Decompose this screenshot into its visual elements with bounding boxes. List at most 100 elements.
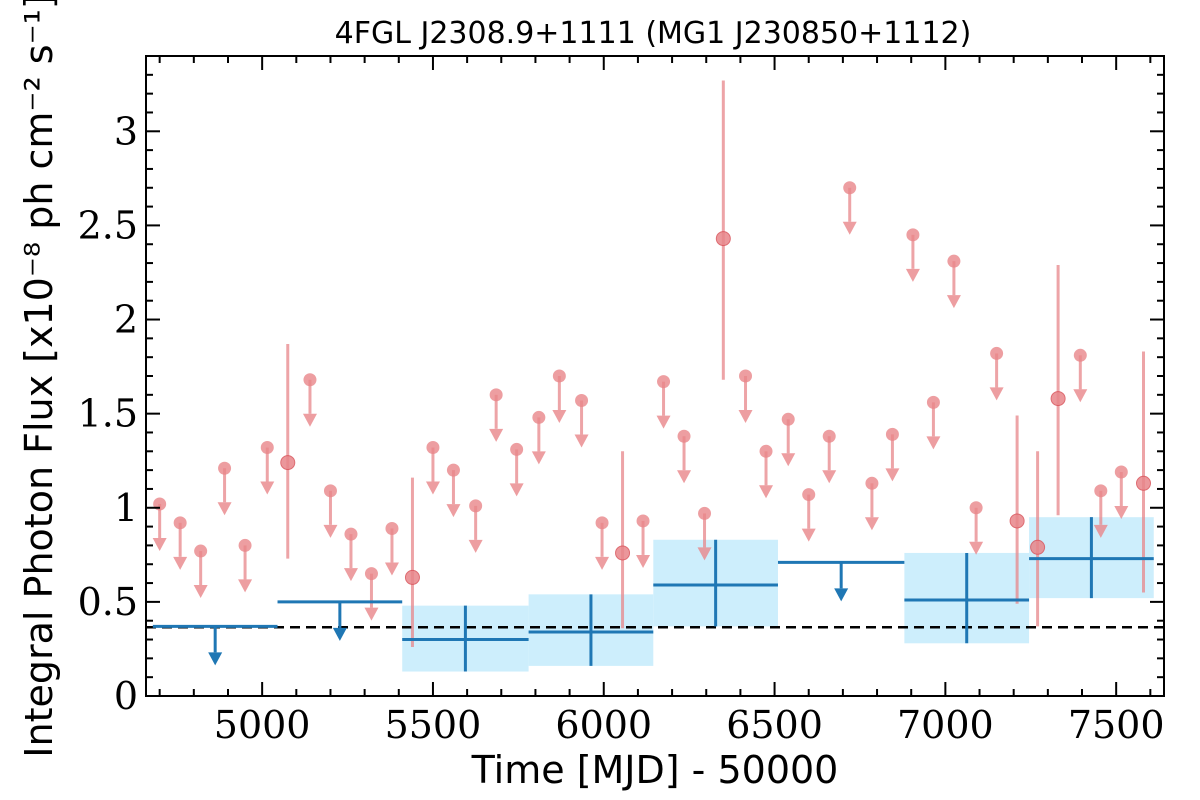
y-tick-label: 1 (114, 486, 138, 530)
short-bin-ul-arrow (468, 539, 483, 553)
short-bin-ul-point (885, 427, 899, 441)
x-axis-label: Time [MJD] - 50000 (471, 748, 839, 792)
short-bin-ul-point (364, 567, 378, 581)
short-bin-ul-point (636, 514, 650, 528)
short-bin-ul-point (446, 463, 460, 477)
y-tick-label: 0.5 (78, 580, 138, 624)
short-bin-point (280, 455, 296, 471)
short-bin-ul-point (469, 499, 483, 513)
short-bin-ul-point (990, 346, 1004, 360)
short-bin-ul-point (426, 441, 440, 455)
short-bin-ul-point (759, 444, 773, 458)
short-bin-ul-point (1094, 484, 1108, 498)
short-bin-ul-arrow (574, 434, 589, 448)
short-bin-ul-point (260, 441, 274, 455)
short-bin-ul-point (385, 521, 399, 535)
short-bin-ul-point (822, 429, 836, 443)
short-bin-ul-point (926, 395, 940, 409)
short-bin-ul-point (906, 228, 920, 242)
short-bin-ul-point (344, 527, 358, 541)
short-bin-point (1009, 513, 1025, 529)
short-bin-ul-arrow (531, 451, 546, 465)
short-bin-ul-arrow (697, 547, 712, 561)
short-bin-ul-point (657, 375, 671, 389)
short-bin-ul-point (532, 410, 546, 424)
long-bin-ul-arrow (332, 627, 347, 641)
short-bin-ul-arrow (738, 410, 753, 423)
short-bin-ul-arrow (905, 268, 920, 282)
short-bin-ul-arrow (926, 436, 941, 450)
short-bin-ul-arrow (636, 554, 651, 568)
y-tick-label: 1.5 (78, 392, 138, 436)
short-bin-ul-point (218, 461, 232, 475)
short-bin-ul-arrow (323, 524, 338, 538)
x-tick-label: 5500 (385, 703, 482, 747)
y-tick-label: 0 (114, 674, 138, 718)
short-bin-ul-arrow (489, 428, 504, 442)
short-bin-ul-point (489, 388, 503, 402)
short-bin-ul-arrow (842, 221, 857, 235)
short-bin-ul-arrow (425, 481, 440, 495)
short-bin-ul-point (947, 254, 961, 268)
short-bin-point (715, 231, 731, 247)
y-tick-label: 2 (114, 298, 138, 342)
short-bin-ul-point (303, 373, 317, 387)
x-tick-label: 5000 (214, 703, 311, 747)
short-bin-ul-arrow (656, 415, 671, 429)
axis-ticks: 5000 5500 6000 6500 7000 7500 0 0.5 1 1.5 2 2.5 3 (78, 55, 1165, 747)
short-bin-ul-arrow (781, 453, 796, 467)
short-bin-ul-point (323, 484, 337, 498)
short-bin-ul-arrow (552, 410, 567, 423)
x-tick-label: 7500 (1068, 703, 1165, 747)
short-bin-point (615, 545, 631, 561)
short-bin-ul-point (802, 488, 816, 502)
y-tick-label: 3 (114, 109, 138, 153)
x-tick-label: 6000 (555, 703, 652, 747)
short-bin-ul-arrow (446, 504, 461, 518)
short-bin-ul-arrow (801, 528, 816, 542)
short-bin-ul-arrow (969, 541, 984, 555)
short-bin-ul-point (969, 501, 983, 515)
short-bin-ul-arrow (238, 579, 253, 593)
short-bin-ul-point (510, 442, 524, 456)
short-bin-ul-arrow (509, 483, 524, 497)
short-bin-ul-arrow (302, 413, 317, 427)
short-bin-point (404, 569, 420, 585)
short-bin-point (1050, 391, 1066, 407)
x-tick-label: 7000 (897, 703, 994, 747)
x-tick-label: 6500 (726, 703, 823, 747)
short-bin-ul-arrow (885, 468, 900, 482)
short-bin-ul-point (865, 476, 879, 490)
short-bin-ul-point (173, 516, 187, 530)
short-bin-ul-arrow (173, 556, 188, 570)
short-bin-point (1136, 475, 1152, 491)
long-bin-ul-arrow (208, 652, 223, 666)
short-bin-ul-point (194, 544, 208, 558)
short-bin-ul-arrow (864, 517, 879, 531)
short-bin-ul-arrow (677, 470, 692, 484)
short-bin-ul-arrow (152, 538, 167, 551)
short-bin-ul-arrow (822, 470, 837, 484)
short-bin-ul-point (739, 369, 753, 383)
short-bin-ul-point (238, 538, 252, 552)
short-bin-ul-arrow (946, 295, 961, 309)
short-bin-ul-point (1073, 348, 1087, 362)
short-bin-ul-arrow (759, 485, 774, 499)
short-bin-ul-point (843, 181, 857, 195)
y-tick-label: 2.5 (78, 203, 138, 247)
short-bin-ul-arrow (595, 556, 610, 570)
short-bin-point (1030, 539, 1046, 555)
short-bin-ul-point (552, 369, 566, 383)
short-bin-ul-arrow (364, 607, 379, 621)
short-bin-ul-arrow (1073, 389, 1088, 403)
short-bin-ul-arrow (217, 502, 232, 516)
short-bin-ul-arrow (384, 562, 399, 576)
short-bin-ul-arrow (193, 585, 208, 599)
short-bin-ul-arrow (1114, 506, 1129, 519)
plot-area (146, 80, 1164, 672)
short-bin-ul-arrow (989, 387, 1004, 401)
short-bin-ul-point (781, 412, 795, 426)
short-bin-ul-point (595, 516, 609, 530)
short-bin-ul-arrow (343, 568, 358, 582)
